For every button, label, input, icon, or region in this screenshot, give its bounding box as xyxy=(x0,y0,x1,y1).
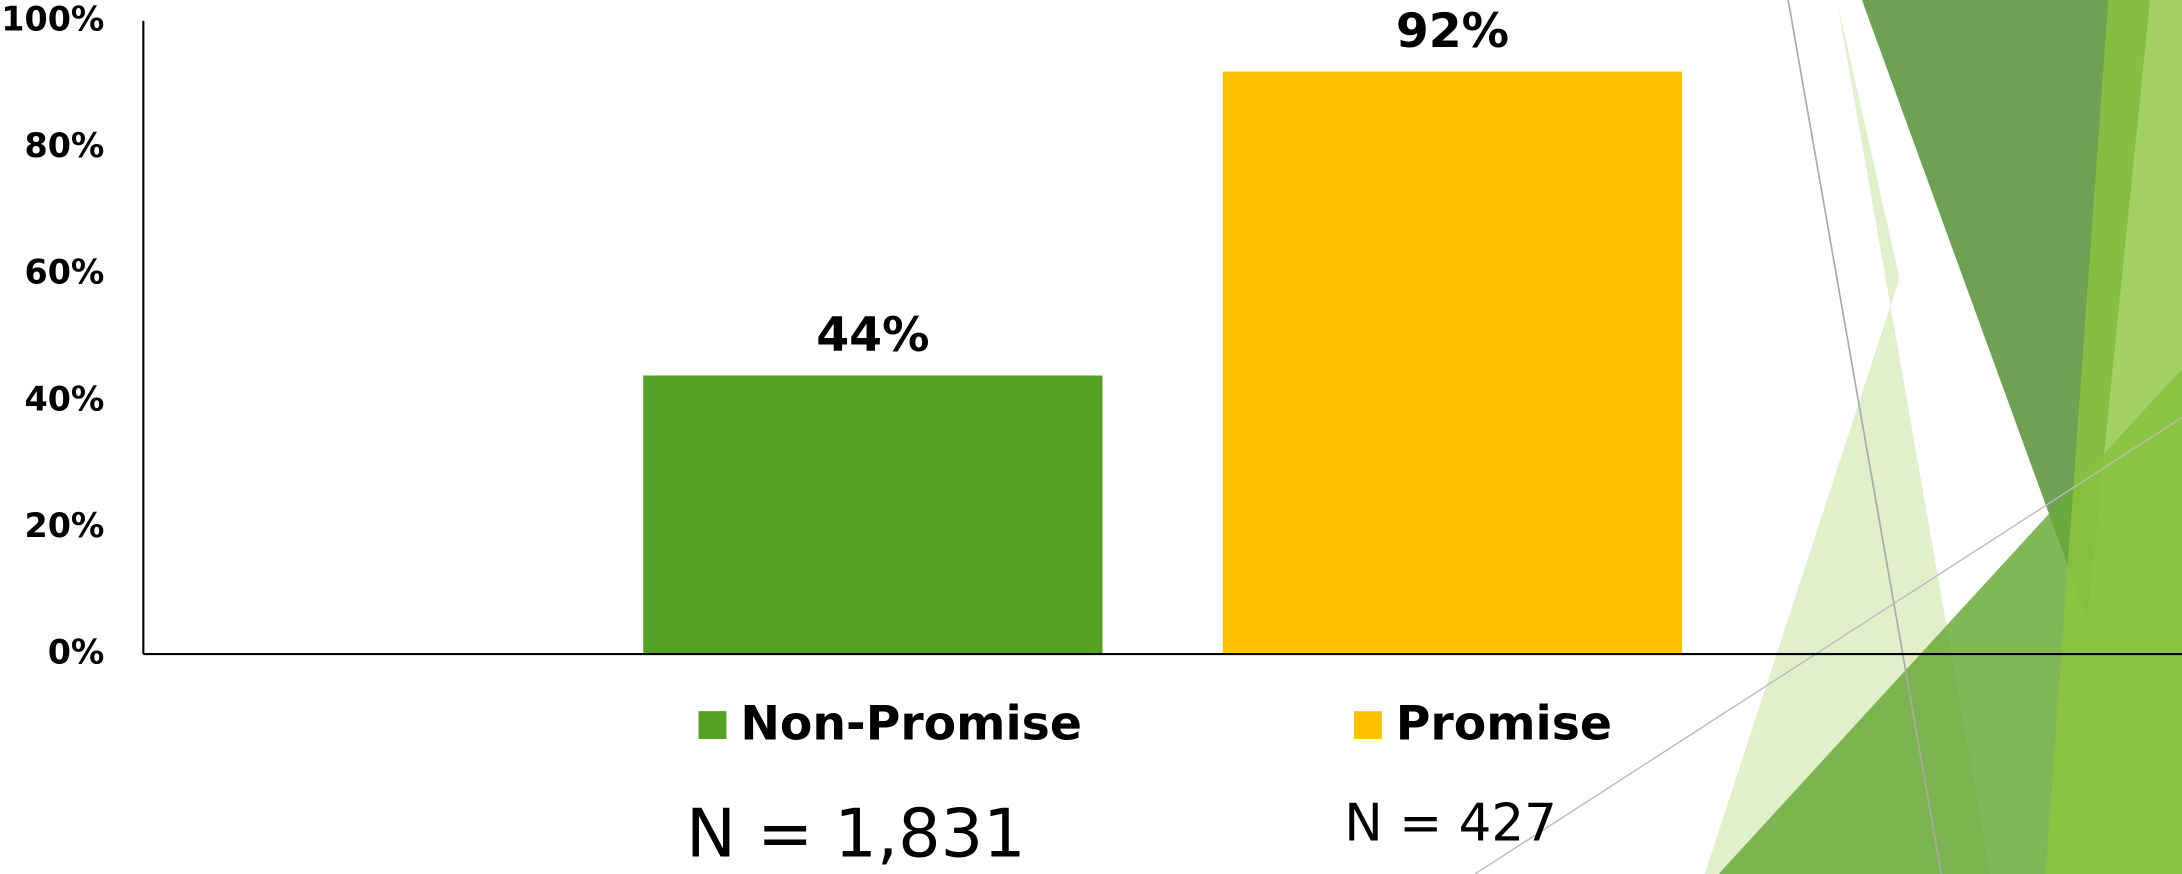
annotation: N = 1,831 xyxy=(686,794,1026,872)
y-tick-label: 20% xyxy=(24,506,104,545)
bar xyxy=(643,375,1103,655)
legend-label: Non-Promise xyxy=(740,696,1082,751)
annotation: N = 427 xyxy=(1344,794,1557,854)
deco-shape xyxy=(1704,0,1990,874)
deco-line xyxy=(1474,416,2182,874)
y-tick-label: 100% xyxy=(1,0,104,38)
y-tick-label: 0% xyxy=(48,633,105,672)
deco-shape xyxy=(2045,0,2182,874)
y-tick-label: 80% xyxy=(24,126,104,165)
legend-swatch xyxy=(1354,711,1382,739)
bar xyxy=(1222,71,1683,655)
y-tick-label: 60% xyxy=(24,253,104,292)
deco-line xyxy=(1787,0,1943,874)
value-label: 44% xyxy=(816,308,929,363)
legend-label: Promise xyxy=(1396,696,1612,751)
value-label: 92% xyxy=(1396,4,1509,59)
legend-swatch xyxy=(698,711,727,739)
y-tick-label: 40% xyxy=(24,379,104,418)
